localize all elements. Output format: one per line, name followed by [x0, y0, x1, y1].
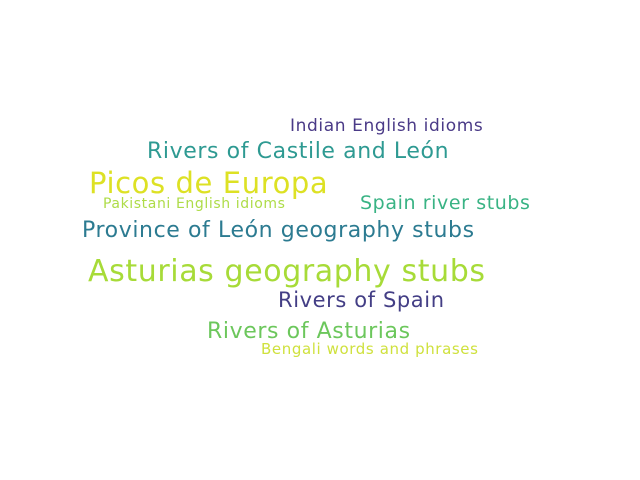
- word-bengali-words-and-phrases: Bengali words and phrases: [261, 340, 479, 358]
- word-rivers-of-castile-and-leon: Rivers of Castile and León: [147, 139, 450, 164]
- word-indian-english-idioms: Indian English idioms: [290, 116, 484, 136]
- word-picos-de-europa: Picos de Europa: [89, 166, 329, 200]
- word-province-of-leon-geography-stubs: Province of León geography stubs: [82, 218, 475, 243]
- word-rivers-of-asturias: Rivers of Asturias: [207, 319, 411, 344]
- word-asturias-geography-stubs: Asturias geography stubs: [88, 254, 486, 289]
- word-spain-river-stubs: Spain river stubs: [360, 192, 531, 214]
- word-pakistani-english-idioms: Pakistani English idioms: [103, 196, 286, 212]
- word-rivers-of-spain: Rivers of Spain: [278, 288, 445, 312]
